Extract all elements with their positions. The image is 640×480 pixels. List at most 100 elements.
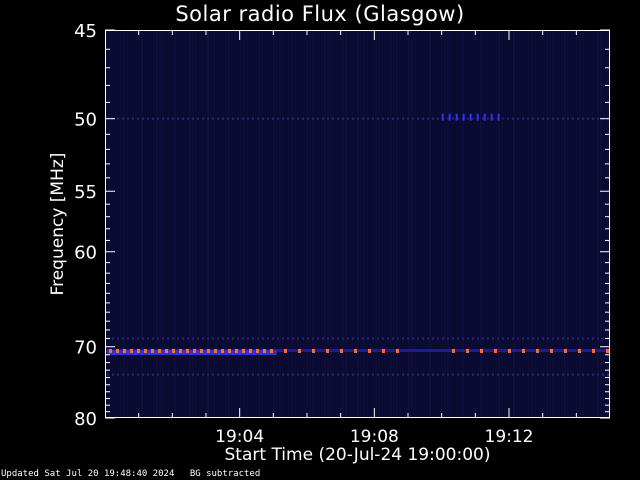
band-dot xyxy=(147,117,149,120)
texture-column xyxy=(354,30,356,418)
band-dot xyxy=(342,337,344,340)
band-dot xyxy=(357,373,359,376)
texture-column xyxy=(333,30,335,418)
texture-column xyxy=(393,30,395,418)
band-dot xyxy=(327,117,329,120)
texture-column xyxy=(264,30,266,418)
band-dot xyxy=(307,117,309,120)
texture-column xyxy=(477,30,479,418)
band-dot xyxy=(557,337,559,340)
band-dot xyxy=(362,373,364,376)
band-dot xyxy=(482,373,484,376)
y-tick-label: 55 xyxy=(74,182,97,203)
band-dot xyxy=(202,373,204,376)
band-dot xyxy=(487,337,489,340)
band-dot xyxy=(577,373,579,376)
texture-column xyxy=(357,30,359,418)
texture-column xyxy=(351,30,353,418)
texture-column xyxy=(438,30,440,418)
band-dot xyxy=(507,337,509,340)
band-dash xyxy=(522,348,525,353)
texture-column xyxy=(504,30,506,418)
texture-column xyxy=(150,30,152,418)
band-dot xyxy=(392,337,394,340)
texture-column xyxy=(363,30,365,418)
band-dot xyxy=(192,337,194,340)
texture-column xyxy=(516,30,518,418)
texture-column xyxy=(300,30,302,418)
band-dot xyxy=(507,117,509,120)
band-dot xyxy=(222,373,224,376)
x-axis: 19:04 19:08 19:12 xyxy=(138,30,577,447)
spectrogram-stripes xyxy=(105,30,611,418)
band-dot xyxy=(432,373,434,376)
texture-column xyxy=(312,30,314,418)
band-dash xyxy=(382,348,385,353)
texture-column xyxy=(546,30,548,418)
band-dot xyxy=(507,373,509,376)
band-dot xyxy=(172,337,174,340)
band-dot xyxy=(117,373,119,376)
band-dot xyxy=(412,373,414,376)
band-dot xyxy=(522,373,524,376)
band-dot xyxy=(607,373,609,376)
texture-column xyxy=(270,30,272,418)
band-dash xyxy=(200,348,203,353)
band-dot xyxy=(332,373,334,376)
band-dash xyxy=(508,348,511,353)
band-dot xyxy=(532,337,534,340)
band-dot xyxy=(257,373,259,376)
y-tick-label: 70 xyxy=(74,338,97,359)
band-dot xyxy=(352,337,354,340)
band-dot xyxy=(372,117,374,120)
texture-column xyxy=(123,30,125,418)
band-dot xyxy=(307,337,309,340)
texture-column xyxy=(207,30,209,418)
y-tick-label: 50 xyxy=(74,110,97,131)
burst-mark xyxy=(483,113,486,121)
texture-column xyxy=(417,30,419,418)
band-dot xyxy=(257,337,259,340)
band-dot xyxy=(502,117,504,120)
band-dot xyxy=(282,373,284,376)
band-dash xyxy=(144,348,147,353)
texture-column xyxy=(507,30,509,418)
texture-column xyxy=(294,30,296,418)
texture-column xyxy=(606,30,608,418)
band-dot xyxy=(197,373,199,376)
texture-column xyxy=(576,30,578,418)
band-dot xyxy=(512,373,514,376)
band-dot xyxy=(142,337,144,340)
band-dot xyxy=(267,337,269,340)
band-dot xyxy=(177,373,179,376)
band-dot xyxy=(337,337,339,340)
band-dot xyxy=(252,117,254,120)
band-dot xyxy=(187,337,189,340)
texture-column xyxy=(177,30,179,418)
band-dot xyxy=(472,337,474,340)
band-dot xyxy=(347,337,349,340)
band-dot xyxy=(147,373,149,376)
band-dot xyxy=(187,373,189,376)
band-dot xyxy=(402,117,404,120)
texture-column xyxy=(147,30,149,418)
texture-column xyxy=(291,30,293,418)
band-dot xyxy=(537,373,539,376)
band-dot xyxy=(302,337,304,340)
band-dot xyxy=(182,117,184,120)
band-dot xyxy=(582,373,584,376)
band-dot xyxy=(212,117,214,120)
texture-column xyxy=(315,30,317,418)
band-dot xyxy=(292,373,294,376)
texture-column xyxy=(585,30,587,418)
band-dash xyxy=(452,348,455,353)
texture-column xyxy=(423,30,425,418)
texture-column xyxy=(375,30,377,418)
band-dot xyxy=(312,337,314,340)
band-dash xyxy=(221,348,224,353)
band-dash xyxy=(270,348,273,353)
x-tick-label: 19:08 xyxy=(350,427,399,447)
texture-column xyxy=(411,30,413,418)
band-dash xyxy=(242,348,245,353)
band-dash xyxy=(109,348,112,353)
